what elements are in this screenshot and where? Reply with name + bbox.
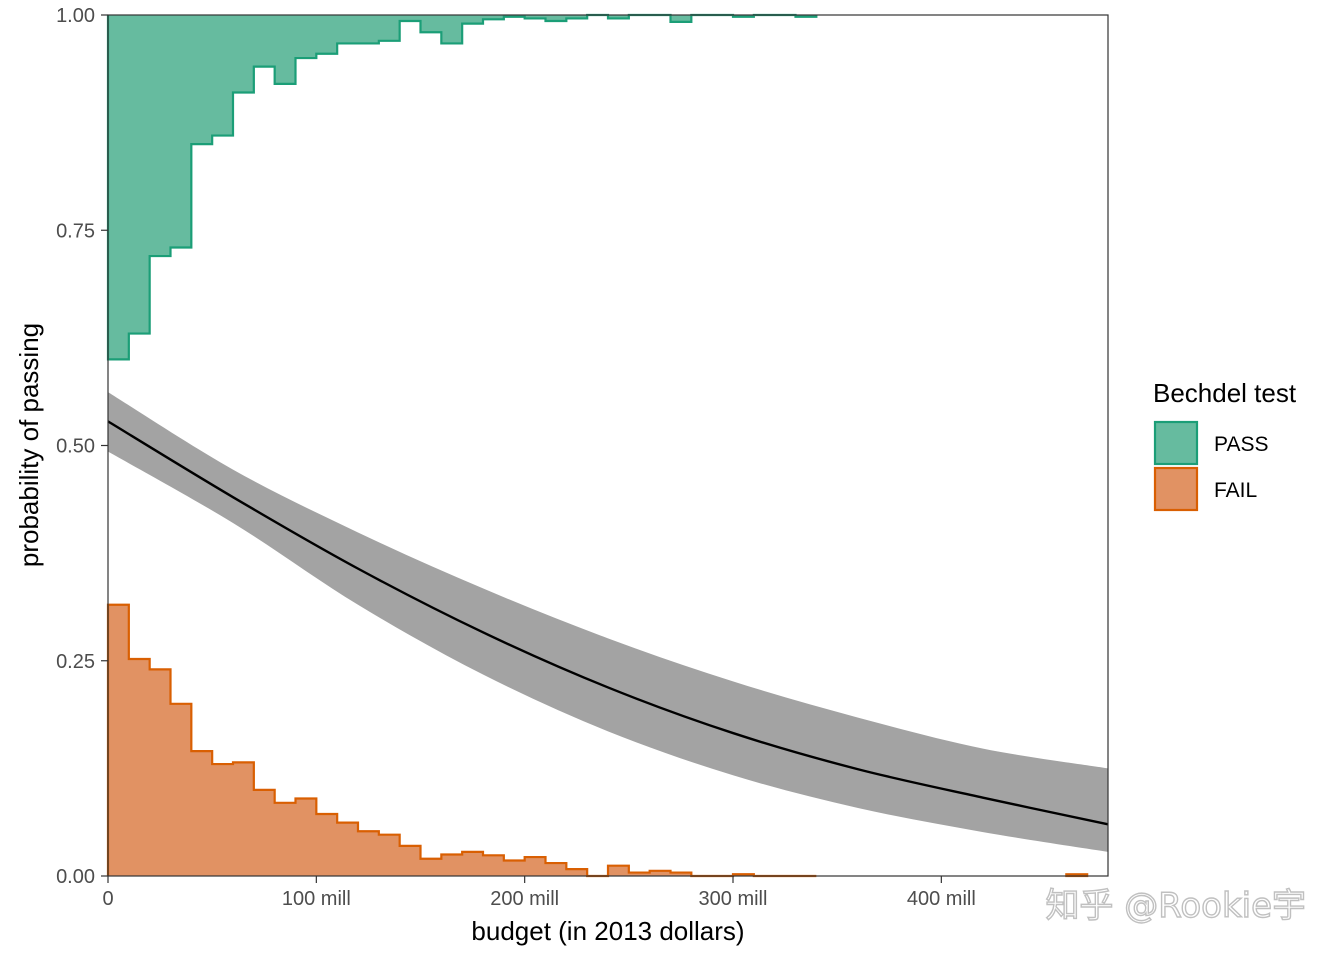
pass-histogram-area xyxy=(108,15,817,360)
y-tick-label: 1.00 xyxy=(56,5,95,27)
y-tick-label: 0.50 xyxy=(56,436,95,458)
y-tick-label: 0.00 xyxy=(56,866,95,888)
y-axis: 0.00 0.25 0.50 0.75 1.00 xyxy=(56,5,108,888)
watermark-text: 知乎 @Rookie宇 xyxy=(1045,886,1306,926)
y-tick-label: 0.75 xyxy=(56,220,95,242)
legend-title: Bechdel test xyxy=(1153,378,1297,408)
x-axis-title: budget (in 2013 dollars) xyxy=(471,916,744,946)
fail-histogram-outline xyxy=(106,603,817,878)
legend-label-pass: PASS xyxy=(1214,433,1268,456)
fail-histogram-area xyxy=(108,604,817,876)
x-axis: 0 100 mill 200 mill 300 mill 400 mill xyxy=(102,876,976,910)
pass-histogram-outline xyxy=(106,13,818,361)
x-tick-label: 400 mill xyxy=(907,888,976,910)
legend-label-fail: FAIL xyxy=(1214,479,1257,502)
y-tick-label: 0.25 xyxy=(56,651,95,673)
fitted-probability-line xyxy=(107,420,1109,826)
x-tick-label: 0 xyxy=(102,888,113,910)
x-tick-label: 300 mill xyxy=(699,888,768,910)
plot-area xyxy=(106,13,1109,878)
legend-key-pass xyxy=(1153,420,1199,466)
x-tick-label: 100 mill xyxy=(282,888,351,910)
legend: Bechdel test PASS FAIL xyxy=(1153,378,1297,512)
y-axis-title: probability of passing xyxy=(14,323,44,567)
legend-key-fail xyxy=(1153,466,1199,512)
x-tick-label: 200 mill xyxy=(490,888,559,910)
confidence-ribbon xyxy=(108,392,1108,852)
